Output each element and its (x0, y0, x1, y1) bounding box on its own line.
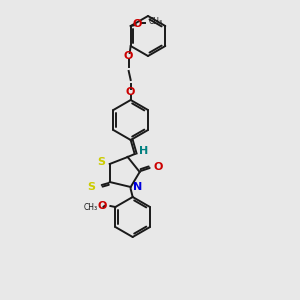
Text: CH₃: CH₃ (83, 202, 98, 211)
Text: N: N (133, 182, 142, 192)
Text: S: S (88, 182, 96, 192)
Text: S: S (98, 157, 106, 167)
Text: H: H (139, 146, 148, 156)
Text: O: O (154, 162, 163, 172)
Text: O: O (126, 87, 135, 97)
Text: O: O (124, 51, 134, 61)
Text: CH₃: CH₃ (149, 17, 163, 26)
Text: O: O (133, 19, 142, 29)
Text: O: O (98, 201, 107, 211)
